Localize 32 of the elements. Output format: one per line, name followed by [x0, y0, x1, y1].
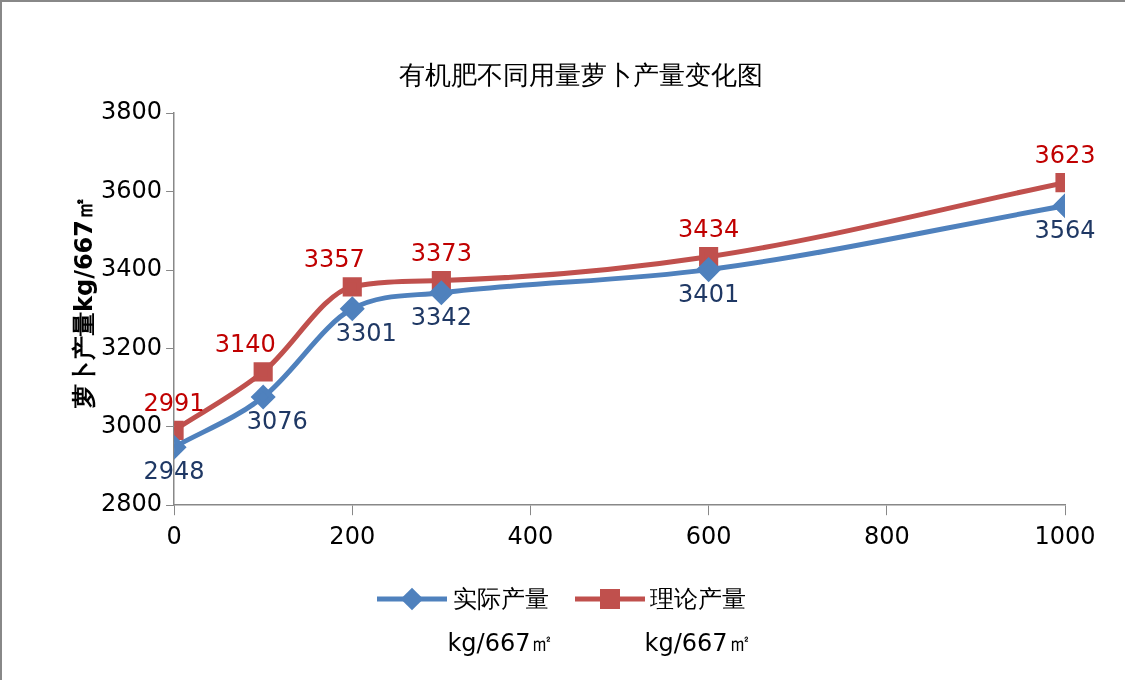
y-tick-label: 2800: [101, 489, 163, 518]
x-tick-label: 0: [166, 521, 182, 550]
legend-label: 理论产量 kg/667㎡: [644, 584, 752, 659]
point: [340, 297, 364, 321]
x-tick-label: 400: [507, 521, 554, 550]
x-tick-label: 800: [863, 521, 910, 550]
legend-label: 实际产量 kg/667㎡: [447, 584, 555, 659]
point: [253, 362, 273, 382]
data-label: 3301: [335, 319, 397, 348]
y-tick-label: 3400: [101, 254, 163, 283]
data-label: 3140: [214, 330, 276, 359]
point: [429, 281, 453, 305]
data-label: 3357: [303, 245, 365, 274]
x-tick-label: 200: [329, 521, 376, 550]
y-tick-label: 3000: [101, 411, 163, 440]
y-axis-title: 萝卜产量kg/667㎡: [69, 195, 99, 409]
x-tick-label: 1000: [1034, 521, 1096, 550]
data-label: 3076: [246, 407, 308, 436]
chart-title: 有机肥不同用量萝卜产量变化图: [399, 60, 763, 91]
data-label: 3623: [1034, 140, 1096, 169]
data-label: 3373: [410, 238, 472, 267]
y-tick-label: 3200: [101, 332, 163, 361]
point: [251, 385, 275, 409]
y-tick-label: 3800: [101, 97, 163, 126]
point: [342, 277, 362, 297]
data-label: 3401: [678, 279, 740, 308]
data-label: 3564: [1034, 215, 1096, 244]
x-tick-label: 600: [685, 521, 732, 550]
data-label: 3342: [410, 302, 472, 331]
data-label: 3434: [678, 214, 740, 243]
y-tick-label: 3600: [101, 175, 163, 204]
data-label: 2948: [143, 457, 205, 486]
